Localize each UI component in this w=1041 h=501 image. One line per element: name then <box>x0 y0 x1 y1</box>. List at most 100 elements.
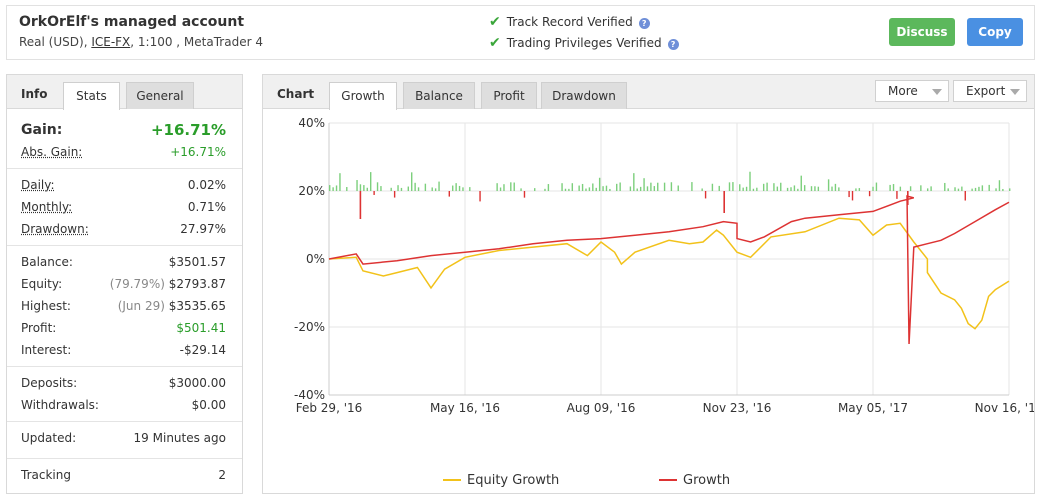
daily-bar <box>773 183 775 191</box>
daily-bar <box>609 188 611 191</box>
copy-button[interactable]: Copy <box>967 18 1023 46</box>
account-header: OrkOrElf's managed account Real (USD), I… <box>6 5 1035 60</box>
more-dropdown[interactable]: More <box>875 80 949 102</box>
equity-value: $2793.87 <box>168 277 226 291</box>
broker-link[interactable]: ICE-FX <box>91 35 131 49</box>
daily-bar <box>452 185 454 191</box>
track-record-label: Track Record Verified <box>506 15 633 29</box>
daily-bar <box>380 186 382 191</box>
deposits-label: Deposits: <box>21 376 78 390</box>
chart-panel-label: Chart <box>277 87 315 101</box>
legend-label: Equity Growth <box>467 473 559 488</box>
daily-bar <box>592 183 594 191</box>
tab-drawdown[interactable]: Drawdown <box>541 82 627 109</box>
daily-bar <box>790 187 792 191</box>
y-tick-label: -20% <box>294 320 325 334</box>
account-subtitle: Real (USD), ICE-FX, 1:100 , MetaTrader 4 <box>19 35 263 49</box>
discuss-button[interactable]: Discuss <box>889 18 955 46</box>
daily-bar <box>363 185 365 191</box>
equity-value-group: (79.79%) $2793.87 <box>110 277 226 291</box>
daily-bar <box>605 185 608 191</box>
y-tick-label: 0% <box>306 252 325 266</box>
check-icon: ✔ <box>489 35 501 51</box>
daily-bar <box>957 188 960 191</box>
abs-gain-label[interactable]: Abs. Gain: <box>21 145 83 159</box>
monthly-label[interactable]: Monthly: <box>21 200 73 214</box>
daily-bar <box>803 185 806 191</box>
interest-value: -$29.14 <box>179 343 226 357</box>
y-tick-label: -40% <box>294 388 325 402</box>
x-tick-label: Feb 29, '16 <box>296 401 363 415</box>
help-icon[interactable]: ? <box>667 39 679 50</box>
growth-chart[interactable]: 40% 20% 0% -20% -40% Feb 29, '16 May 16, '16 A… <box>263 109 1034 493</box>
tab-profit[interactable]: Profit <box>481 82 537 109</box>
daily-bar <box>578 185 580 191</box>
series-line-equity-growth <box>328 217 1010 330</box>
daily-bar <box>520 188 522 191</box>
check-icon: ✔ <box>489 14 501 30</box>
daily-bar <box>636 188 638 191</box>
x-tick-label: May 16, '16 <box>430 401 500 415</box>
profit-label: Profit: <box>21 321 57 335</box>
daily-bar <box>995 188 997 191</box>
daily-row: Daily: 0.02% <box>7 174 242 196</box>
abs-gain-row: Abs. Gain: +16.71% <box>7 141 242 163</box>
tab-general[interactable]: General <box>126 82 194 109</box>
legend-label: Growth <box>683 473 730 488</box>
updated-row: Updated: 19 Minutes ago <box>7 427 242 453</box>
daily-bar <box>907 191 909 205</box>
daily-bar <box>602 186 604 191</box>
daily-bar <box>564 188 567 191</box>
daily-bar <box>947 188 949 191</box>
daily-bar <box>595 187 597 191</box>
updated-label: Updated: <box>21 431 77 445</box>
daily-bar <box>639 186 642 191</box>
monthly-row: Monthly: 0.71% <box>7 196 242 218</box>
daily-bar <box>438 181 440 191</box>
trading-privileges-verified: ✔ Trading Privileges Verified? <box>489 35 679 51</box>
daily-bar <box>346 187 348 191</box>
tab-balance[interactable]: Balance <box>403 82 475 109</box>
drawdown-label[interactable]: Drawdown: <box>21 222 89 236</box>
tab-growth[interactable]: Growth <box>329 82 397 110</box>
daily-bar <box>417 187 420 191</box>
y-axis-labels: 40% 20% 0% -20% -40% <box>294 116 325 402</box>
tab-stats[interactable]: Stats <box>63 82 120 110</box>
info-tabs-bar: Info Stats General <box>7 75 242 110</box>
daily-bar <box>1009 188 1011 191</box>
daily-label[interactable]: Daily: <box>21 178 55 192</box>
export-dropdown[interactable]: Export <box>953 80 1027 102</box>
chart-grid <box>328 122 1010 396</box>
daily-bar <box>424 183 427 191</box>
daily-bar <box>581 183 584 191</box>
daily-bar <box>588 187 591 191</box>
divider <box>7 245 242 246</box>
daily-bar <box>691 182 693 191</box>
daily-bar <box>462 187 464 191</box>
daily-bar <box>458 185 461 191</box>
help-icon[interactable]: ? <box>638 18 650 29</box>
daily-bar <box>646 186 649 191</box>
daily-bar <box>954 187 956 191</box>
series-lines <box>328 195 1010 345</box>
daily-bar <box>920 185 922 191</box>
daily-bar <box>810 186 813 191</box>
info-panel-label: Info <box>21 87 48 101</box>
balance-value: $3501.57 <box>168 255 226 269</box>
daily-bar <box>366 187 368 191</box>
daily-bar <box>739 184 741 191</box>
daily-bars <box>329 171 1011 219</box>
stats-list: Gain: +16.71% Abs. Gain: +16.71% Daily: … <box>7 119 242 486</box>
daily-bar <box>448 191 450 197</box>
daily-bar <box>752 188 755 191</box>
highest-date: (Jun 29) <box>117 299 165 313</box>
daily-bar <box>657 182 659 191</box>
withdrawals-label: Withdrawals: <box>21 398 99 412</box>
info-panel: Info Stats General Gain: +16.71% Abs. Ga… <box>6 74 243 494</box>
daily-bar <box>643 178 645 191</box>
daily-bar <box>858 188 861 191</box>
balance-row: Balance: $3501.57 <box>7 251 242 273</box>
daily-bar <box>356 180 358 191</box>
daily-bar <box>814 186 816 191</box>
x-axis-labels: Feb 29, '16 May 16, '16 Aug 09, '16 Nov 23,… <box>296 401 1034 415</box>
